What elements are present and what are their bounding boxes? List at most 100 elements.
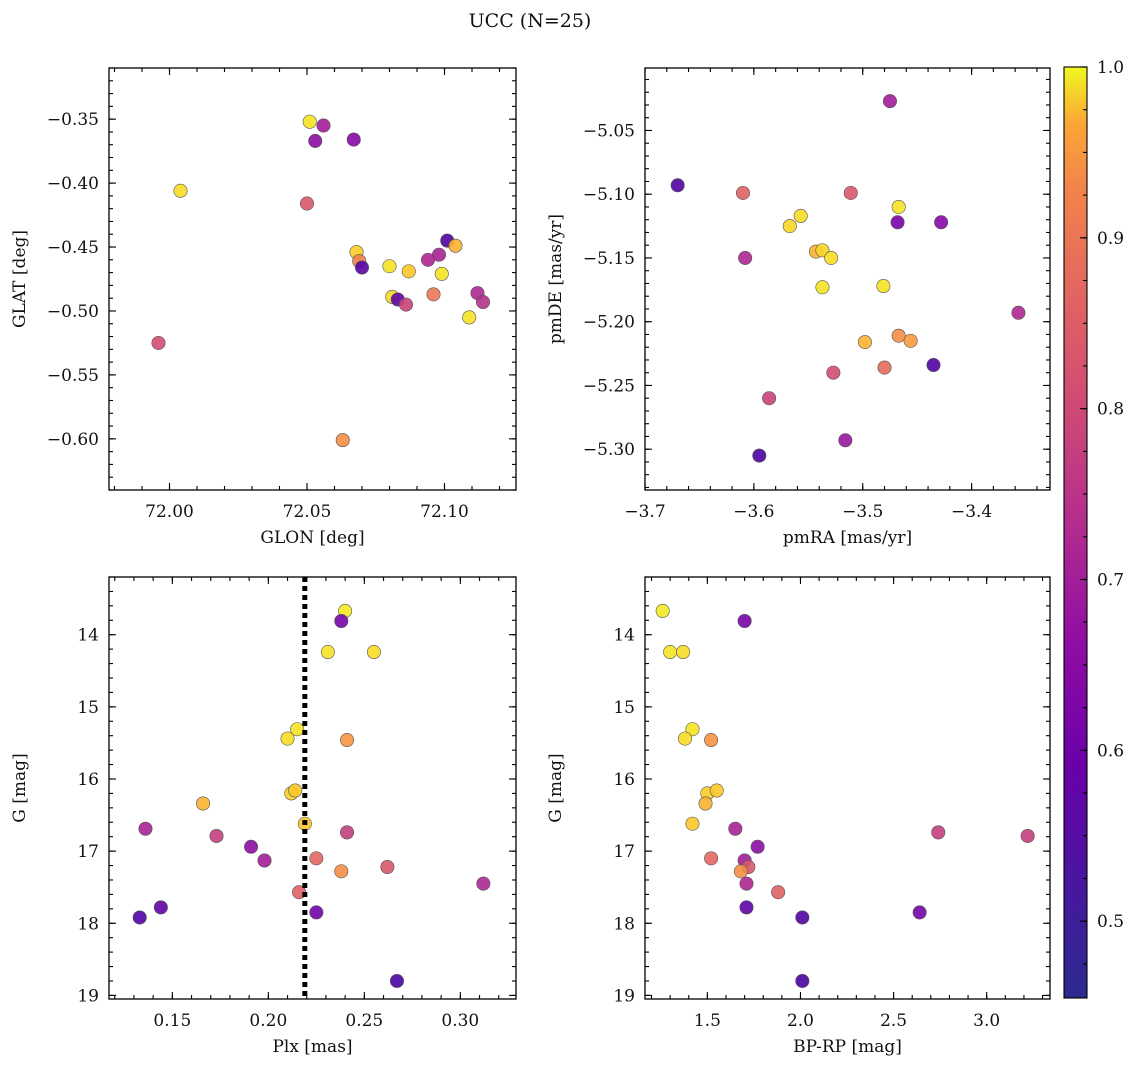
data-point [1011,305,1026,320]
panel-position: 72.00 72.05 72.10 −0.35 −0.40 −0.45 −0.50 −0.55… [10,67,517,548]
data-point [876,279,891,294]
data-point [782,219,797,234]
data-point [290,722,305,737]
y-tick-label: 16 [613,770,635,790]
x-axis-label: BP-RP [mag] [793,1037,902,1057]
y-tick-label: −0.35 [47,110,99,130]
data-point [380,859,395,874]
data-point [891,328,906,343]
data-point [335,433,350,448]
plot-frame [644,67,1051,491]
x-tick-label: 0.30 [441,1011,479,1031]
data-point [401,264,416,279]
x-tick-label: 0.25 [345,1011,383,1031]
x-axis-label: GLON [deg] [260,528,364,548]
data-point [153,900,168,915]
data-point [676,645,691,660]
data-point [670,178,685,193]
y-tick-label: 18 [77,914,99,934]
data-point [735,185,750,200]
plot-frame [108,576,517,1000]
x-tick-label: 1.5 [694,1011,721,1031]
data-point [366,645,381,660]
data-point [302,114,317,129]
y-axis-label: GLAT [deg] [10,230,30,328]
x-tick-label: 3.0 [973,1011,1000,1031]
y-tick-label: −0.50 [47,302,99,322]
data-point [476,876,491,891]
data-point [704,851,719,866]
y-tick-label: 19 [77,986,99,1006]
data-point [890,215,905,230]
data-point [309,905,324,920]
data-point [420,252,435,267]
data-point [728,821,743,836]
x-axis-label: pmRA [mas/yr] [783,528,912,548]
y-tick-label: 14 [77,626,99,646]
colorbar: 0.5 0.6 0.7 0.8 0.9 1.0 [1063,58,1124,999]
data-point [795,973,810,988]
data-point [434,266,449,281]
y-tick-label: −5.30 [583,440,635,460]
data-point [334,614,349,629]
data-point [685,722,700,737]
panel-cmd: 1.5 2.0 2.5 3.0 14 15 16 17 18 19 BP-RP [mag] G [ma… [546,576,1051,1057]
data-point [196,796,211,811]
data-point [346,132,361,147]
data-point [793,208,808,223]
data-point [382,259,397,274]
data-point [795,910,810,925]
colorbar-tick-label: 1.0 [1097,58,1124,78]
data-point [926,358,941,373]
data-point [838,433,853,448]
data-point [299,196,314,211]
colorbar-gradient [1063,66,1088,999]
data-point [663,645,678,660]
data-point [739,900,754,915]
x-tick-label: −3.7 [624,502,665,522]
y-axis-label: pmDE [mas/yr] [546,214,566,344]
data-point [340,825,355,840]
y-tick-label: 16 [77,770,99,790]
data-point [739,876,754,891]
y-tick-label: 17 [613,842,635,862]
y-tick-label: −0.55 [47,366,99,386]
data-point [462,310,477,325]
plot-frame [644,576,1051,1000]
y-axis-label: G [mag] [546,753,566,822]
data-point [257,853,272,868]
data-point [843,185,858,200]
data-point [762,391,777,406]
data-point [209,828,224,843]
data-point [709,783,724,798]
x-tick-label: 2.0 [787,1011,814,1031]
y-tick-label: 15 [613,698,635,718]
data-point [815,280,830,295]
data-point [354,260,369,275]
data-point [738,250,753,265]
x-tick-label: 0.20 [249,1011,287,1031]
x-axis-label: Plx [mas] [272,1037,352,1057]
y-tick-label: 15 [77,698,99,718]
data-point [685,816,700,831]
data-point [132,910,147,925]
y-tick-label: −0.45 [47,238,99,258]
y-tick-label: −0.60 [47,430,99,450]
data-point [426,287,441,302]
data-point [912,905,927,920]
data-point [698,796,713,811]
data-point [1020,828,1035,843]
data-point [138,821,153,836]
x-tick-label: −3.6 [733,502,774,522]
data-point [334,864,349,879]
data-point [151,335,166,350]
data-point [903,333,918,348]
data-point [877,360,892,375]
x-tick-label: −3.4 [951,502,992,522]
data-point [857,335,872,350]
x-tick-label: −3.5 [842,502,883,522]
data-point [280,731,295,746]
y-axis-label: G [mag] [10,753,30,822]
y-tick-label: −5.10 [583,185,635,205]
